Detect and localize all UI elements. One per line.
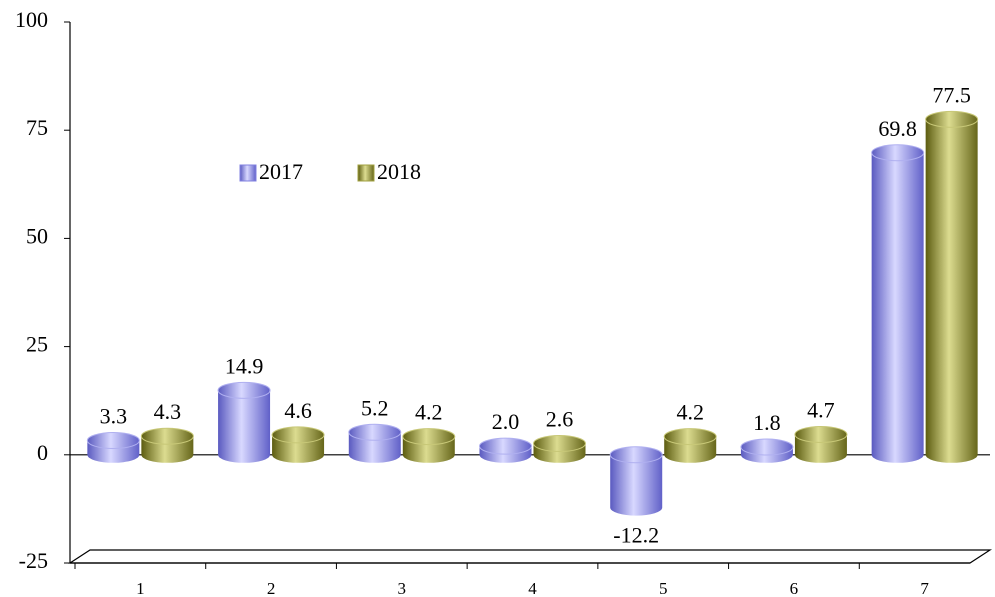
y-tick-label: 100 <box>15 7 48 32</box>
bar-top <box>794 425 848 443</box>
bar-top <box>140 427 194 445</box>
bar <box>871 144 924 463</box>
value-label: 2.6 <box>546 407 574 432</box>
y-tick-label: 25 <box>26 332 48 357</box>
legend-swatch <box>357 164 375 182</box>
bar-top <box>925 110 979 128</box>
bar-top <box>86 432 140 450</box>
bar-top <box>740 438 794 456</box>
value-label: 4.2 <box>676 400 704 425</box>
legend-label: 2018 <box>377 159 421 184</box>
x-tick-label: 3 <box>398 579 407 597</box>
x-tick-label: 1 <box>136 579 145 597</box>
bar-top <box>609 446 663 464</box>
value-label: 69.8 <box>878 116 917 141</box>
y-tick-label: -25 <box>19 548 48 573</box>
x-tick-label: 4 <box>528 579 537 597</box>
value-label: 14.9 <box>225 353 264 378</box>
y-tick-label: 0 <box>37 440 48 465</box>
x-tick-label: 6 <box>790 579 799 597</box>
value-label: 4.6 <box>284 398 312 423</box>
bar <box>218 382 271 463</box>
bar <box>925 111 978 463</box>
y-tick-label: 75 <box>26 115 48 140</box>
bar-top <box>271 426 325 444</box>
value-label: 3.3 <box>100 404 128 429</box>
y-tick-label: 50 <box>26 223 48 248</box>
bar-top <box>479 437 532 455</box>
legend-label: 2017 <box>259 159 303 184</box>
bar <box>610 446 663 516</box>
value-label: 5.2 <box>361 395 389 420</box>
floor <box>67 549 993 564</box>
bar-top <box>217 381 271 399</box>
value-label: -12.2 <box>613 523 659 548</box>
value-label: 2.0 <box>492 409 520 434</box>
x-tick-label: 5 <box>659 579 668 597</box>
bar-top <box>871 144 925 162</box>
bar-top <box>663 428 717 446</box>
value-label: 4.7 <box>807 398 835 423</box>
x-tick-label: 7 <box>920 579 929 597</box>
x-tick-label: 2 <box>267 579 276 597</box>
bar-top <box>348 423 402 441</box>
value-label: 1.8 <box>753 410 781 435</box>
value-label: 77.5 <box>932 82 971 107</box>
legend-swatch <box>239 164 257 182</box>
value-label: 4.2 <box>415 400 443 425</box>
bar-top <box>533 435 586 453</box>
bar-top <box>402 428 456 446</box>
value-label: 4.3 <box>154 399 182 424</box>
